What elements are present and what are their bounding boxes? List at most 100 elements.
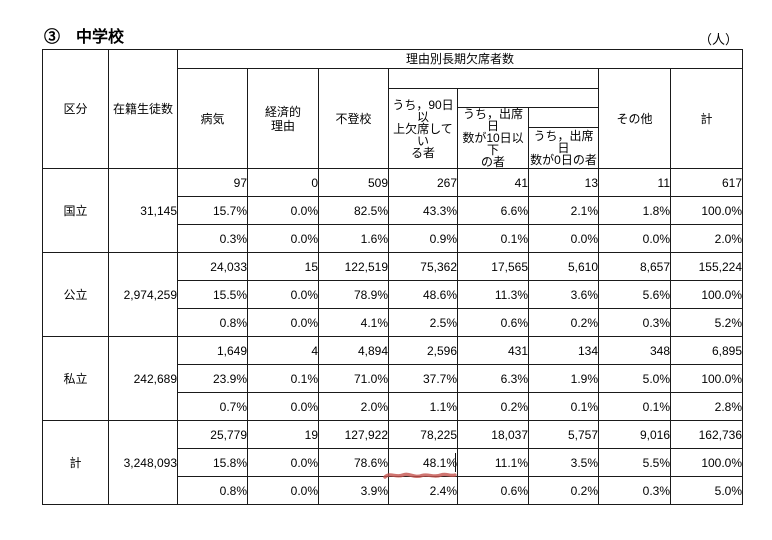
table-cell: 78.6% xyxy=(318,448,389,477)
table-cell: 4.1% xyxy=(318,308,389,337)
table-cell: 5.0% xyxy=(598,364,671,393)
pct-reason-row: 15.5% 0.0% 78.9% 48.6% 11.3% 3.6% 5.6% 1… xyxy=(43,280,744,309)
pct-enrolled-row: 0.7% 0.0% 2.0% 1.1% 0.2% 0.1% 0.1% 2.8% xyxy=(43,392,744,421)
header-step-spacer xyxy=(388,68,599,89)
table-cell: 0 xyxy=(247,168,319,197)
table-cell: 5,757 xyxy=(528,420,599,449)
table-cell: 100.0% xyxy=(669,364,744,393)
enrolled-cell: 3,248,093 xyxy=(108,420,178,505)
table-cell: 0.1% xyxy=(457,224,529,253)
text-cursor xyxy=(454,453,456,472)
table-cell: 2.1% xyxy=(528,196,599,225)
enrolled-cell: 2,974,259 xyxy=(108,252,178,337)
table-cell: 6.3% xyxy=(457,364,529,393)
table-cell: 0.0% xyxy=(247,224,319,253)
table-cell: 23.9% xyxy=(177,364,248,393)
enrolled-cell: 242,689 xyxy=(108,336,178,421)
header-absent90: うち，90日以 上欠席してい る者 xyxy=(388,88,458,169)
pct-enrolled-row: 0.8% 0.0% 4.1% 2.5% 0.6% 0.2% 0.3% 5.2% xyxy=(43,308,744,337)
table-cell: 2.4% xyxy=(388,476,458,505)
table-cell: 1.8% xyxy=(598,196,671,225)
header-other: その他 xyxy=(598,68,671,169)
header-enrolled: 在籍生徒数 xyxy=(108,49,178,169)
table-cell: 0.0% xyxy=(247,196,319,225)
header-kubun: 区分 xyxy=(42,49,109,169)
table-cell: 0.1% xyxy=(528,392,599,421)
page-title: ③ 中学校 xyxy=(44,29,125,46)
table-cell: 9,016 xyxy=(598,420,671,449)
table-cell: 127,922 xyxy=(318,420,389,449)
table-cell: 0.8% xyxy=(177,308,248,337)
count-row: 国立 31,145 97 0 509 267 41 13 11 617 xyxy=(42,168,744,253)
table-cell: 1.9% xyxy=(528,364,599,393)
header-step-spacer xyxy=(457,88,599,108)
table-cell: 17,565 xyxy=(457,252,529,281)
table-cell: 48.6% xyxy=(388,280,458,309)
table-cell: 431 xyxy=(457,336,529,365)
table-cell: 0.3% xyxy=(177,224,248,253)
table-cell: 25,779 xyxy=(177,420,248,449)
pct-reason-row: 15.7% 0.0% 82.5% 43.3% 6.6% 2.1% 1.8% 10… xyxy=(43,196,744,225)
table-cell: 11.1% xyxy=(457,448,529,477)
table-cell: 0.2% xyxy=(457,392,529,421)
table-cell: 2.0% xyxy=(669,224,744,253)
table-cell: 0.8% xyxy=(177,476,248,505)
table-cell: 24,033 xyxy=(177,252,248,281)
table-cell: 4 xyxy=(247,336,319,365)
table-cell: 2.5% xyxy=(388,308,458,337)
table-cell: 348 xyxy=(598,336,671,365)
row-label-total: 計 xyxy=(42,420,109,505)
table-cell: 11.3% xyxy=(457,280,529,309)
table-cell: 267 xyxy=(388,168,458,197)
table-cell: 11 xyxy=(598,168,671,197)
table-cell: 4,894 xyxy=(318,336,389,365)
header-step-spacer xyxy=(528,107,599,128)
table-cell: 0.1% xyxy=(247,364,319,393)
table-cell: 134 xyxy=(528,336,599,365)
table-cell: 0.2% xyxy=(528,308,599,337)
count-row: 私立 242,689 1,649 4 4,894 2,596 431 134 3… xyxy=(42,336,744,421)
table-cell: 37.7% xyxy=(388,364,458,393)
count-row: 計 3,248,093 25,779 19 127,922 78,225 18,… xyxy=(42,420,744,505)
table-cell: 0.7% xyxy=(177,392,248,421)
header-reason-group: 理由別長期欠席者数 xyxy=(176,49,744,69)
table-cell: 78,225 xyxy=(388,420,458,449)
table-cell: 0.6% xyxy=(457,476,529,505)
table-cell: 100.0% xyxy=(669,280,744,309)
table-cell: 0.1% xyxy=(598,392,671,421)
table-cell: 0.0% xyxy=(528,224,599,253)
row-label-shiritsu: 私立 xyxy=(42,336,109,421)
table-cell: 13 xyxy=(528,168,599,197)
table-cell: 5.5% xyxy=(598,448,671,477)
table-cell: 6.6% xyxy=(457,196,529,225)
table-cell: 15.7% xyxy=(177,196,248,225)
table-cell: 8,657 xyxy=(598,252,671,281)
table-cell: 3.6% xyxy=(528,280,599,309)
table-cell: 0.0% xyxy=(598,224,671,253)
table-cell: 82.5% xyxy=(318,196,389,225)
table-cell: 3.9% xyxy=(318,476,389,505)
table-cell: 18,037 xyxy=(457,420,529,449)
table-cell: 6,895 xyxy=(669,336,744,365)
table-cell: 5.0% xyxy=(669,476,744,505)
table-cell: 1.6% xyxy=(318,224,389,253)
table-cell: 15 xyxy=(247,252,319,281)
table-cell: 78.9% xyxy=(318,280,389,309)
highlighted-value: 48.1% xyxy=(422,455,457,470)
row-label-koritsu: 公立 xyxy=(42,252,109,337)
highlighted-cell: 48.1% xyxy=(383,448,458,479)
table-cell: 0.0% xyxy=(247,392,319,421)
table-cell: 41 xyxy=(457,168,529,197)
header-attend10: うち，出席日 数が10日以下 の者 xyxy=(457,107,529,169)
table-cell: 0.0% xyxy=(247,448,319,477)
table-cell: 43.3% xyxy=(388,196,458,225)
header-futoko: 不登校 xyxy=(318,68,389,169)
header-illness: 病気 xyxy=(177,68,248,169)
table-cell: 0.3% xyxy=(598,308,671,337)
table-cell: 162,736 xyxy=(669,420,744,449)
pct-enrolled-row: 0.8% 0.0% 3.9% 2.4% 0.6% 0.2% 0.3% 5.0% xyxy=(43,476,744,505)
table-cell: 0.2% xyxy=(528,476,599,505)
absentee-table: 区分 在籍生徒数 理由別長期欠席者数 病気 経済的 理由 不登校 その他 計 う… xyxy=(42,49,744,505)
table-cell: 0.6% xyxy=(457,308,529,337)
